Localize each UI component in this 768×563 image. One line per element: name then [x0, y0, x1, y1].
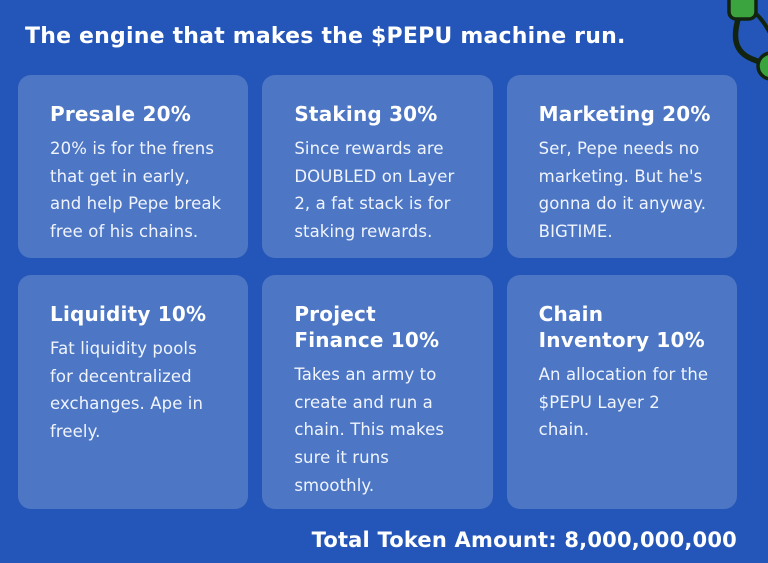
card-body: An allocation for the $PEPU Layer 2 chai… [538, 365, 709, 440]
allocation-card-grid: Presale 20% 20% is for the frens that ge… [18, 75, 737, 509]
card-liquidity: Liquidity 10% Fat liquidity pools for de… [18, 275, 249, 509]
card-title: Chain Inventory 10% [538, 302, 705, 352]
card-staking: Staking 30% Since rewards are DOUBLED on… [262, 75, 493, 258]
card-presale: Presale 20% 20% is for the frens that ge… [18, 75, 249, 258]
card-title: Project Finance 10% [294, 302, 440, 352]
card-body: Takes an army to create and run a chain.… [294, 365, 445, 495]
card-body: Since rewards are DOUBLED on Layer 2, a … [294, 139, 455, 242]
card-title: Presale 20% [50, 102, 191, 126]
card-title: Marketing 20% [538, 102, 711, 126]
total-token-amount: Total Token Amount: 8,000,000,000 [311, 528, 737, 552]
wire-curve [732, 13, 768, 72]
wire-curve-small [752, 10, 768, 34]
card-body: Ser, Pepe needs no marketing. But he's g… [538, 139, 707, 242]
card-body: 20% is for the frens that get in early, … [50, 139, 222, 242]
page-title: The engine that makes the $PEPU machine … [25, 24, 626, 49]
green-plug [727, 0, 758, 21]
green-node [756, 51, 768, 81]
card-chain-inventory: Chain Inventory 10% An allocation for th… [506, 275, 737, 509]
card-title: Liquidity 10% [50, 302, 207, 326]
card-title: Staking 30% [294, 102, 438, 126]
card-marketing: Marketing 20% Ser, Pepe needs no marketi… [506, 75, 737, 258]
card-body: Fat liquidity pools for decentralized ex… [50, 339, 204, 442]
card-project-finance: Project Finance 10% Takes an army to cre… [262, 275, 493, 509]
